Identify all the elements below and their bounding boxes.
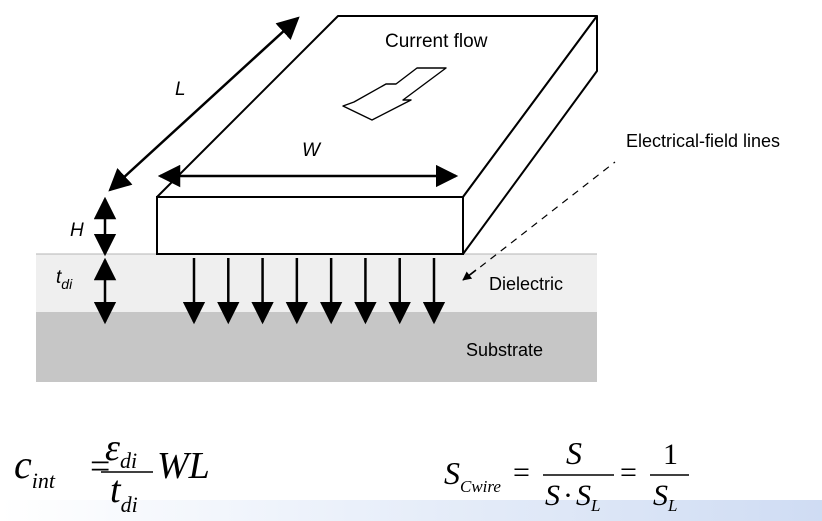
current-flow-arrow [342, 67, 447, 121]
scale-equals-1: = [513, 456, 530, 489]
field-lines-label: Electrical-field lines [626, 131, 780, 151]
dielectric-label: Dielectric [489, 274, 563, 294]
dielectric-thickness-label: tdi [56, 267, 73, 292]
slide-bottom-band [0, 500, 822, 521]
substrate-label: Substrate [466, 340, 543, 360]
cap-equals: = [90, 446, 110, 486]
scaling-equation: SCwire = S S · SL = 1 SL [444, 435, 689, 515]
scale-frac1-num: S [566, 435, 582, 471]
height-label: H [70, 220, 84, 241]
field-lines-callout [469, 161, 616, 276]
substrate-layer [36, 312, 597, 382]
cap-denominator: tdi [110, 469, 138, 517]
current-flow-label: Current flow [385, 31, 488, 52]
cap-numerator: εdi [105, 427, 137, 473]
length-label: L [175, 79, 186, 100]
field-lines-callout-pointer [462, 269, 477, 281]
width-label: W [302, 140, 322, 161]
scale-frac2-num: 1 [663, 438, 678, 471]
length-dimension-arrow [108, 16, 300, 192]
scale-lhs: SCwire [444, 455, 501, 496]
cap-lhs: cint [14, 442, 56, 493]
dielectric-layer [36, 254, 597, 312]
cap-tail: WL [157, 445, 210, 487]
field-lines-group [182, 258, 446, 325]
scale-frac2-den: SL [653, 479, 677, 515]
capacitance-equation: cint = εdi tdi WL [14, 427, 210, 517]
wire-front-face [156, 196, 464, 255]
scale-equals-2: = [620, 456, 637, 489]
scale-frac1-den: S · SL [545, 479, 600, 515]
